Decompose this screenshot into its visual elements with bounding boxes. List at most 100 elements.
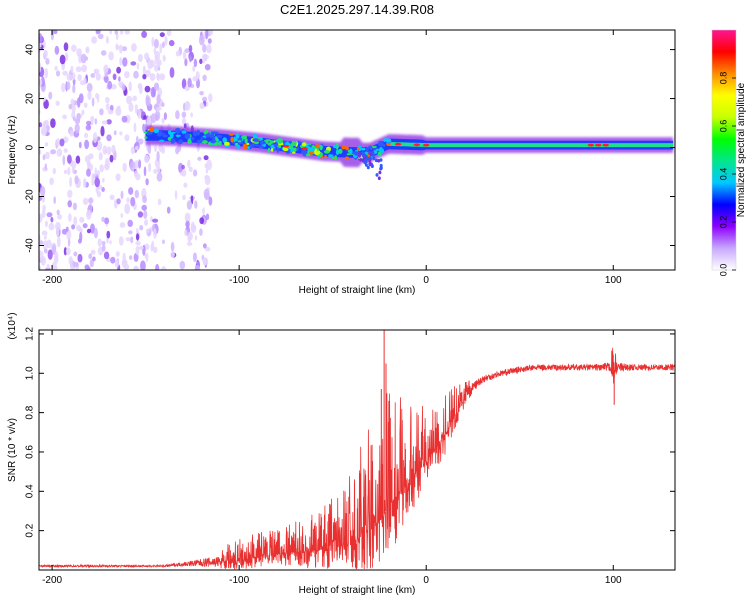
noise-blob xyxy=(50,118,56,128)
noise-blob xyxy=(94,177,100,188)
noise-blob xyxy=(75,155,81,164)
noise-blob xyxy=(148,162,152,172)
colorbar-tick-label: 0.2 xyxy=(718,216,728,229)
snr-multiplier: (x10⁴) xyxy=(7,312,18,339)
noise-blob xyxy=(157,198,162,206)
noise-blob xyxy=(128,102,134,112)
noise-blob xyxy=(115,173,121,182)
y-tick-label: 40 xyxy=(25,44,36,56)
noise-blob xyxy=(156,72,160,81)
noise-blob xyxy=(181,164,185,170)
noise-blob xyxy=(101,120,108,125)
noise-blob xyxy=(96,169,100,176)
noise-blob xyxy=(53,196,56,205)
band-blob xyxy=(230,136,234,143)
noise-blob xyxy=(192,169,198,177)
noise-blob xyxy=(83,102,88,108)
noise-blob xyxy=(155,263,160,270)
noise-blob xyxy=(105,103,110,111)
noise-blob xyxy=(67,189,73,198)
noise-blob xyxy=(153,82,160,91)
tail-blob xyxy=(372,156,376,160)
noise-blob xyxy=(39,196,43,201)
noise-blob xyxy=(156,151,160,162)
band-blob xyxy=(237,140,242,143)
noise-blob xyxy=(203,243,207,249)
noise-blob xyxy=(69,176,73,188)
noise-blob xyxy=(53,265,58,270)
tail-blob xyxy=(362,152,365,157)
noise-blob xyxy=(104,217,110,225)
noise-blob xyxy=(129,161,136,172)
noise-blob xyxy=(170,241,175,252)
noise-blob xyxy=(78,238,82,244)
noise-blob xyxy=(75,66,82,73)
noise-blob xyxy=(122,162,127,172)
noise-blob xyxy=(109,154,114,163)
band-blob xyxy=(187,139,192,145)
noise-blob xyxy=(151,36,155,47)
noise-blob xyxy=(199,102,205,110)
band-blob xyxy=(263,141,266,145)
noise-blob xyxy=(93,68,100,75)
noise-blob xyxy=(55,221,61,231)
noise-blob xyxy=(39,185,46,197)
noise-blob xyxy=(157,61,161,68)
noise-blob xyxy=(126,197,130,203)
noise-blob xyxy=(88,197,94,204)
noise-blob xyxy=(184,212,191,223)
noise-blob xyxy=(153,228,157,239)
noise-blob xyxy=(42,154,46,161)
band-blob xyxy=(252,138,259,142)
spectrogram-heatmap xyxy=(39,30,674,270)
noise-blob xyxy=(63,148,68,154)
spectrogram-y-axis: -40 -20 0 20 40 xyxy=(25,44,675,253)
hotspot xyxy=(423,143,430,147)
noise-blob xyxy=(54,65,58,71)
noise-blob xyxy=(130,236,134,244)
noise-blob xyxy=(133,122,137,133)
noise-blob xyxy=(156,172,163,182)
band-blob xyxy=(291,141,297,145)
noise-blob xyxy=(199,228,203,236)
spectrogram-x-axis: -200 -100 0 100 xyxy=(42,30,622,286)
noise-blob xyxy=(186,200,192,210)
hotspot xyxy=(395,142,402,146)
noise-blob xyxy=(90,223,95,234)
noise-blob xyxy=(147,58,153,70)
band-blob xyxy=(269,140,274,144)
noise-blob xyxy=(136,62,140,70)
hotspot xyxy=(602,143,609,147)
noise-blob xyxy=(159,32,165,38)
noise-blob xyxy=(113,130,117,136)
noise-blob xyxy=(208,196,213,206)
tail-blob xyxy=(357,154,361,158)
noise-blob xyxy=(44,220,49,228)
y-tick-label: 0 xyxy=(25,144,36,150)
colorbar-tick-label: 0.4 xyxy=(718,168,728,181)
noise-blob xyxy=(135,107,138,114)
band-blob xyxy=(377,140,384,147)
noise-blob xyxy=(108,51,114,61)
noise-blob xyxy=(99,108,104,116)
noise-blob xyxy=(202,44,207,53)
noise-blob xyxy=(161,41,165,49)
noise-blob xyxy=(206,159,213,171)
band-blob xyxy=(174,127,181,134)
noise-blob xyxy=(86,168,91,177)
noise-blob xyxy=(121,115,128,123)
noise-blob xyxy=(91,176,95,186)
tail-blob xyxy=(368,159,372,164)
noise-blob xyxy=(136,233,140,241)
noise-blob xyxy=(43,120,48,128)
colorbar-label: Normalized spectral amplitude xyxy=(736,82,747,217)
noise-blob xyxy=(137,211,144,218)
noise-blob xyxy=(83,178,87,188)
noise-blob xyxy=(66,73,73,81)
noise-blob xyxy=(90,115,95,122)
noise-blob xyxy=(192,252,197,263)
noise-blob xyxy=(204,163,208,169)
band-blob xyxy=(178,139,184,145)
colorbar-tick-label: 0.8 xyxy=(718,72,728,85)
noise-blob xyxy=(41,230,48,236)
